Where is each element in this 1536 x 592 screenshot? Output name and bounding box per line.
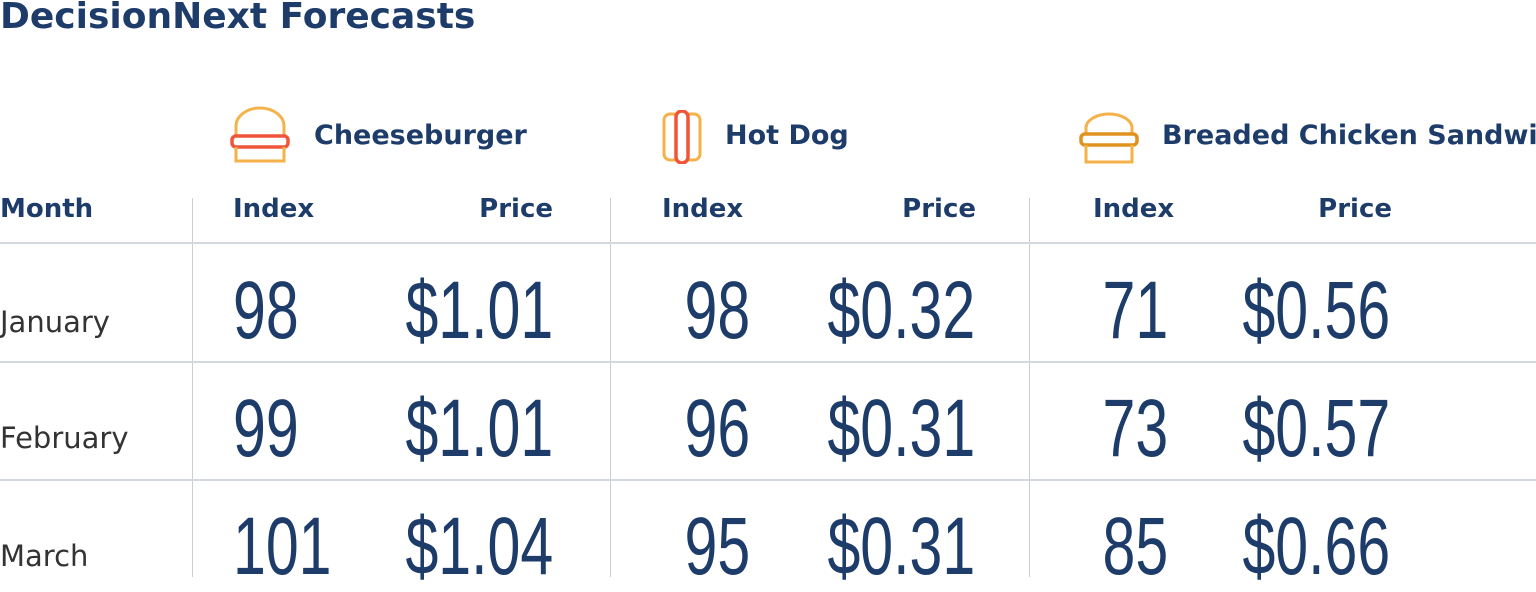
product-cheeseburger: Cheeseburger [314,120,527,151]
header-month: Month [0,194,94,224]
index-text: 73 [1102,383,1168,474]
index-text: 99 [233,383,299,474]
row-divider [0,361,1536,363]
price-text: $1.04 [405,501,553,592]
price-text: $0.56 [1242,265,1390,356]
index-value: 73 [1077,388,1168,470]
column-divider [610,198,611,577]
price-value: $0.31 [770,388,975,470]
index-text: 85 [1102,501,1168,592]
column-divider [192,198,193,577]
header-index: Index [1093,194,1175,224]
price-text: $0.32 [827,265,975,356]
chicken-sandwich-icon [1079,112,1139,164]
price-value: $1.01 [348,270,553,352]
index-value: 98 [233,270,324,352]
price-text: $0.66 [1242,501,1390,592]
cheeseburger-icon [230,106,290,163]
header-price: Price [1318,194,1392,224]
index-value: 95 [659,506,750,588]
index-value: 99 [233,388,324,470]
index-text: 71 [1102,265,1168,356]
month-label: March [0,539,89,573]
row-divider [0,479,1536,481]
price-value: $0.32 [770,270,975,352]
header-price: Price [479,194,553,224]
month-label: January [0,305,110,339]
price-value: $0.66 [1185,506,1390,588]
hot-dog-icon [662,110,702,164]
row-divider [0,242,1536,244]
price-text: $0.31 [827,501,975,592]
index-value: 98 [659,270,750,352]
price-text: $1.01 [405,265,553,356]
index-text: 95 [684,501,750,592]
price-value: $0.56 [1185,270,1390,352]
header-price: Price [902,194,976,224]
price-text: $0.31 [827,383,975,474]
index-value: 85 [1077,506,1168,588]
index-text: 98 [684,265,750,356]
index-value: 101 [233,506,370,588]
price-value: $1.04 [348,506,553,588]
page-title: DecisionNext Forecasts [0,0,476,37]
product-hot-dog: Hot Dog [725,120,849,151]
index-value: 71 [1077,270,1168,352]
price-value: $0.57 [1185,388,1390,470]
column-divider [1029,198,1030,577]
price-text: $0.57 [1242,383,1390,474]
product-chicken-sandwich: Breaded Chicken Sandwich [1162,120,1536,151]
month-label: February [0,421,129,455]
index-text: 101 [233,501,332,592]
index-text: 98 [233,265,299,356]
index-text: 96 [684,383,750,474]
index-value: 96 [659,388,750,470]
price-value: $1.01 [348,388,553,470]
header-index: Index [233,194,315,224]
price-value: $0.31 [770,506,975,588]
price-text: $1.01 [405,383,553,474]
header-index: Index [662,194,744,224]
